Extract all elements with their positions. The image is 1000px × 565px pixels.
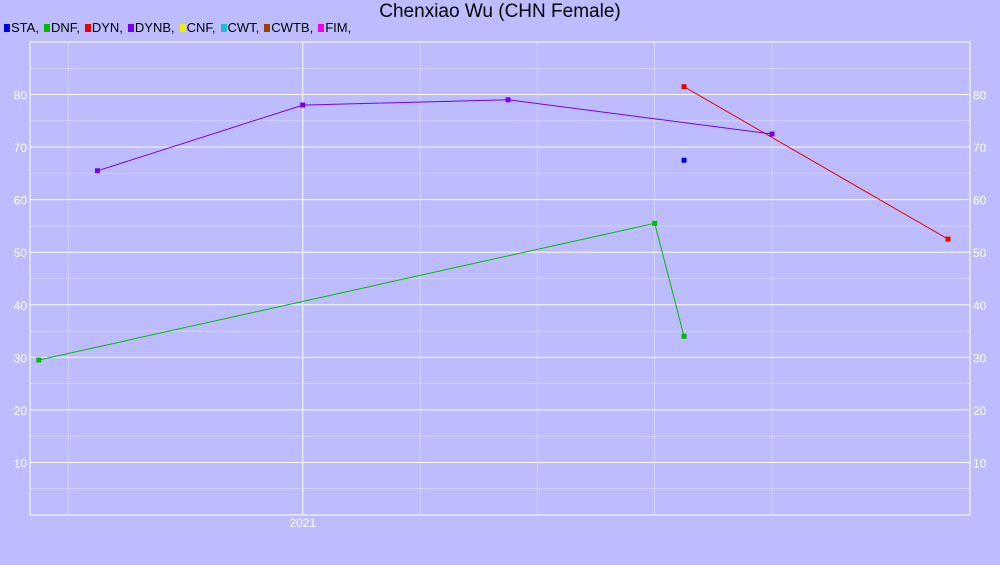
chart-title: Chenxiao Wu (CHN Female) [379,1,621,22]
y-tick-label-left: 30 [14,351,28,365]
series-sta [681,157,687,163]
x-tick-label: 2021 [289,516,316,530]
legend-swatch [84,24,91,32]
legend-swatch [127,24,134,32]
data-point-dyn [681,84,687,90]
legend-item-cwt: CWT, [220,20,260,35]
legend-swatch [318,24,325,32]
series-dyn [681,84,951,242]
legend-label: DYNB, [134,20,175,35]
y-tick-label-left: 80 [14,89,28,103]
legend-item-cnf: CNF, [179,20,216,35]
legend-item-dynb: DYNB, [127,20,175,35]
legend-item-cwtb: CWTB, [264,20,313,35]
legend-label: DYN, [91,20,123,35]
y-tick-label-left: 60 [14,194,28,208]
data-point-dynb [94,168,100,174]
series-line-dnf [38,222,685,361]
data-point-dyn [945,236,951,242]
legend-item-dyn: DYN, [84,20,123,35]
legend-swatch [4,24,10,32]
series-dynb [94,97,775,174]
y-tick-label-left: 50 [14,246,28,260]
y-tick-label-right: 10 [973,456,987,470]
data-point-dynb [300,102,306,108]
y-tick-label-right: 50 [973,246,987,260]
series-dnf [36,220,687,363]
legend-swatch [43,24,50,32]
legend-item-fim: FIM, [318,20,351,35]
legend-label: FIM, [325,20,352,35]
y-tick-label-left: 40 [14,299,28,313]
y-tick-label-left: 10 [14,456,28,470]
legend-label: CWT, [227,20,260,35]
series-line-dyn [683,86,949,240]
legend-item-sta: STA, [4,20,39,35]
y-tick-label-left: 20 [14,404,28,418]
data-point-dynb [505,97,511,103]
legend-label: CWTB, [271,20,314,35]
legend-item-dnf: DNF, [43,20,80,35]
y-tick-label-right: 80 [973,89,987,103]
legend: STA, DNF, DYN, DYNB, CNF, CWT, CWTB, FIM, [4,20,356,35]
legend-swatch [264,24,271,32]
y-tick-label-right: 60 [973,194,987,208]
y-tick-label-right: 20 [973,404,987,418]
legend-label: DNF, [50,20,80,35]
series-line-dynb [97,99,773,172]
legend-label: CNF, [186,20,216,35]
y-tick-label-right: 70 [973,141,987,155]
legend-label: STA, [11,20,39,35]
legend-swatch [220,24,227,32]
y-tick-label-right: 30 [973,351,987,365]
y-tick-label-right: 40 [973,299,987,313]
legend-swatch [179,24,186,32]
plot-border [29,41,971,516]
y-tick-label-left: 70 [14,141,28,155]
data-point-dnf [36,357,42,363]
data-point-sta [681,157,687,163]
data-point-dynb [769,131,775,137]
data-point-dnf [681,333,687,339]
data-point-dnf [652,220,658,226]
